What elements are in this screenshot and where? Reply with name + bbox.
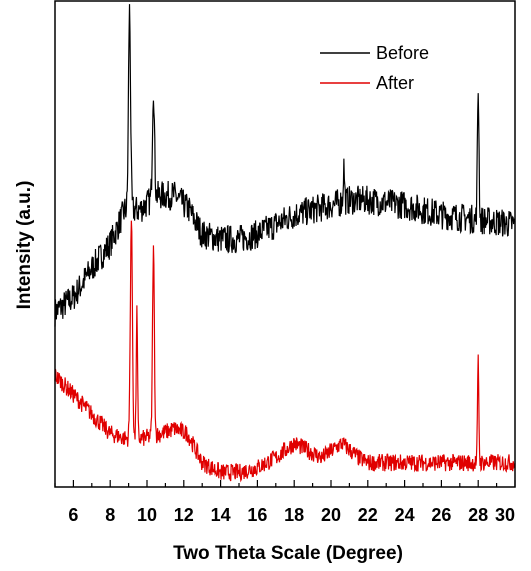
x-tick-label: 28: [468, 505, 488, 525]
x-tick-label: 20: [321, 505, 341, 525]
x-tick-label: 10: [137, 505, 157, 525]
x-tick-label: 8: [105, 505, 115, 525]
x-tick-label: 22: [358, 505, 378, 525]
plot-frame: [54, 0, 516, 488]
series-line-before: [54, 4, 516, 327]
x-tick-label: 18: [284, 505, 304, 525]
series-layer: [54, 4, 516, 483]
x-tick-label: 6: [68, 505, 78, 525]
x-tick-label: 24: [395, 505, 415, 525]
x-tick-label: 26: [431, 505, 451, 525]
x-tick-label: 30: [495, 505, 515, 525]
x-tick-label: 16: [247, 505, 267, 525]
x-axis: 6 8 10 12 14 16 18 20 22 24 26 28 30: [54, 480, 516, 525]
legend-label-before: Before: [376, 43, 429, 63]
y-axis-title: Intensity (a.u.): [14, 181, 35, 310]
series-line-after: [54, 220, 516, 483]
x-tick-label: 14: [211, 505, 231, 525]
x-axis-title: Two Theta Scale (Degree): [173, 543, 403, 564]
x-tick-label: 12: [174, 505, 194, 525]
legend-label-after: After: [376, 73, 414, 93]
legend: Before After: [320, 43, 429, 93]
